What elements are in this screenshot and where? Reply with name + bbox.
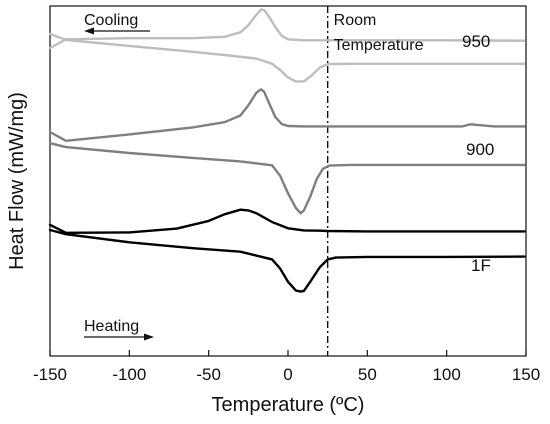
series-label-900: 900 (466, 140, 494, 159)
x-tick-label: -50 (196, 365, 221, 384)
y-axis-title: Heat Flow (mW/mg) (6, 92, 28, 270)
heating-label: Heating (84, 318, 139, 335)
series-950-cooling-line (48, 8, 526, 50)
series-1f-cooling-line (48, 208, 526, 234)
curves (48, 8, 526, 293)
room-temperature-label-line1: Room (334, 12, 377, 29)
x-tick-label: 50 (358, 365, 377, 384)
x-axis-title: Temperature (ºC) (212, 394, 365, 416)
series-label-950: 950 (462, 32, 490, 51)
plot-area: -150 -100 -50 0 50 100 150 (33, 5, 540, 384)
cooling-arrow-icon (84, 27, 150, 35)
series-950-heating-line (48, 32, 526, 83)
x-tick-label: 0 (283, 365, 292, 384)
room-temperature-label-line2: Temperature (334, 37, 424, 54)
series-label-1f: 1F (471, 256, 491, 275)
x-tick-label: -150 (33, 365, 67, 384)
x-tick-label: -100 (112, 365, 146, 384)
series-900-heating-line (48, 142, 526, 215)
cooling-label: Cooling (84, 12, 138, 29)
plot-frame (49, 5, 527, 357)
x-tick-label: 150 (512, 365, 540, 384)
series-900-cooling-line (48, 88, 526, 142)
series-1f-heating-line (48, 228, 526, 293)
x-tick-label: 100 (432, 365, 460, 384)
heating-arrow-icon (84, 333, 154, 341)
x-axis-ticks: -150 -100 -50 0 50 100 150 (33, 350, 540, 384)
